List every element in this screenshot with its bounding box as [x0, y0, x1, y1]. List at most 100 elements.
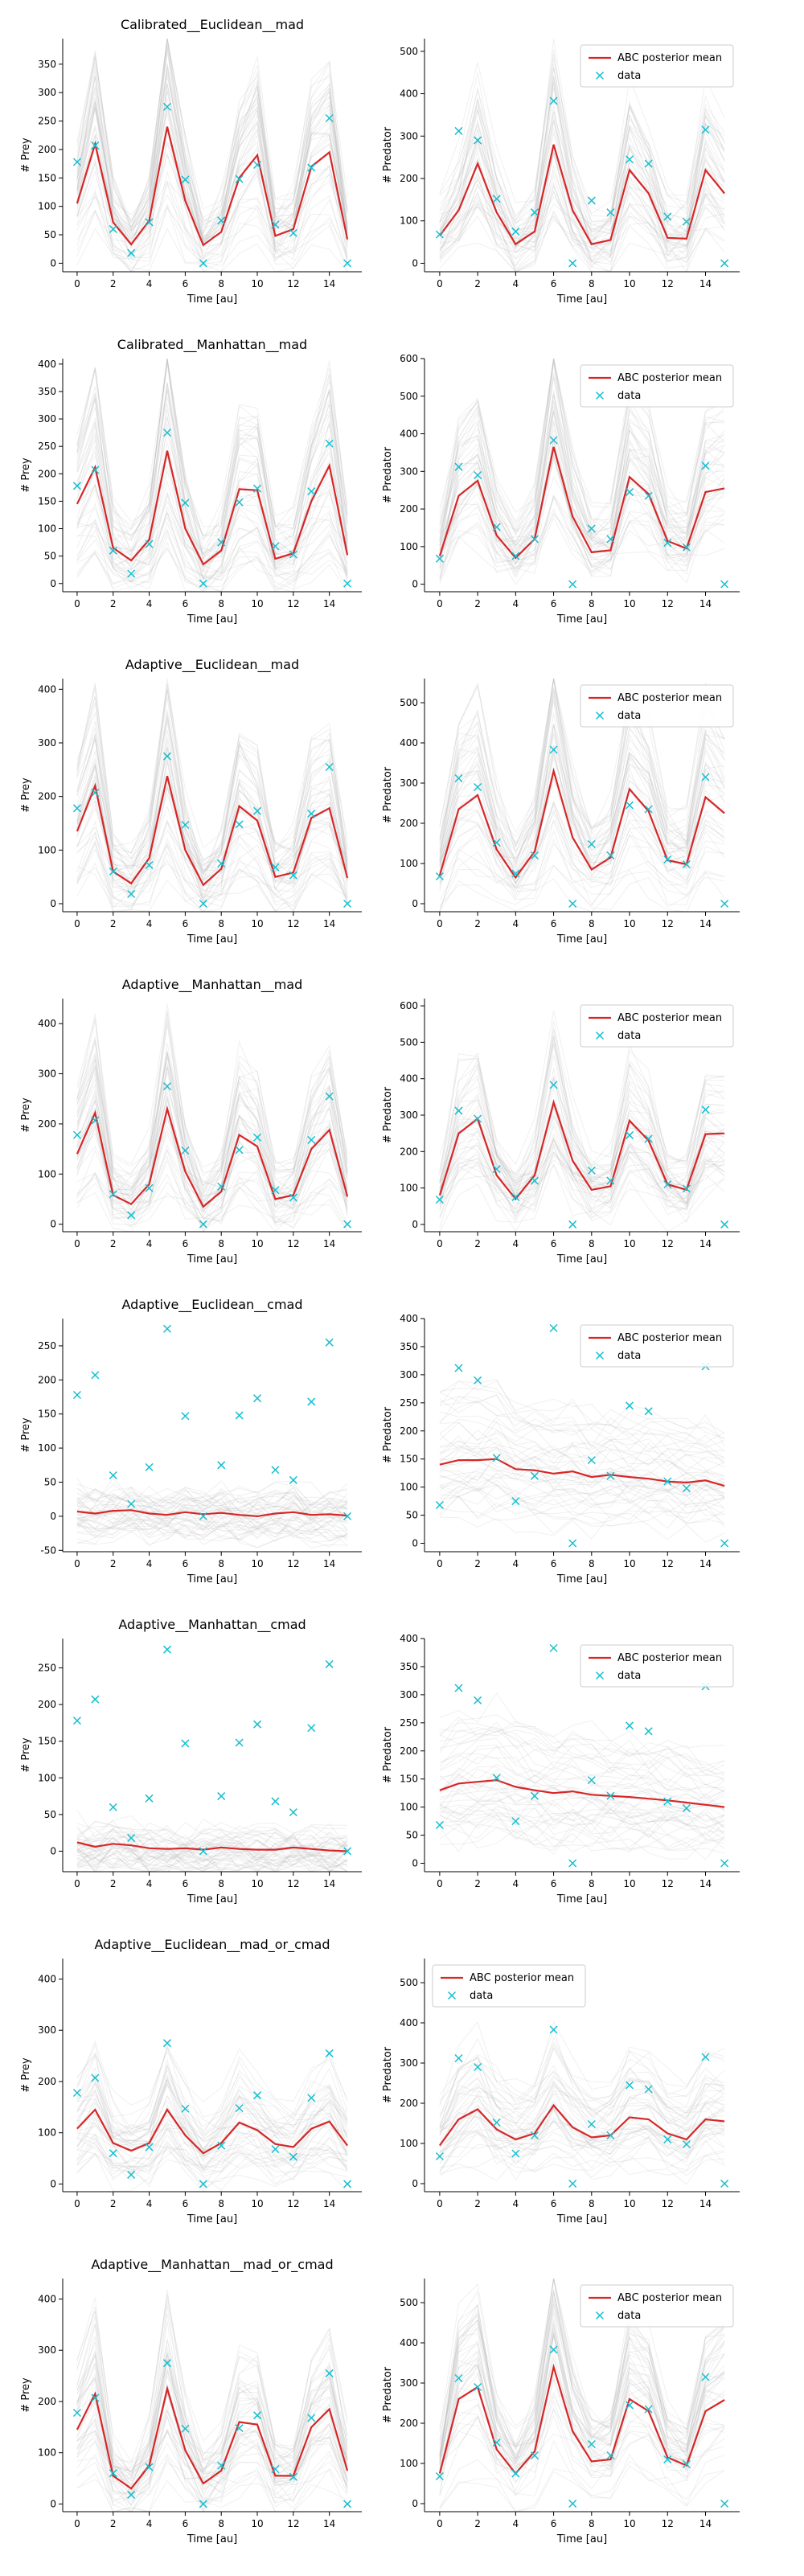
x-tick-label: 8 — [218, 1238, 224, 1249]
data-point — [474, 1696, 482, 1704]
posterior-sample-line — [439, 1745, 725, 1793]
data-marker-stroke — [644, 1134, 653, 1143]
data-point — [606, 1471, 615, 1480]
posterior-sample-line — [76, 1503, 348, 1531]
posterior-sample-line — [439, 1145, 725, 1221]
posterior-sample-line — [439, 1803, 725, 1844]
data-point — [682, 217, 691, 226]
x-axis-label: Time [au] — [556, 933, 607, 945]
posterior-sample-line — [76, 403, 348, 580]
posterior-sample-line — [76, 1848, 348, 1872]
y-tick-label: 400 — [38, 1018, 56, 1029]
posterior-sample-line — [439, 843, 725, 900]
data-point — [435, 1820, 444, 1830]
posterior-sample-line — [439, 400, 725, 556]
posterior-sample-line — [76, 718, 348, 876]
posterior-sample-line — [76, 716, 348, 871]
y-tick-label: 0 — [50, 898, 56, 909]
posterior-sample-line — [439, 495, 725, 570]
posterior-sample-line — [76, 46, 348, 228]
data-marker-stroke — [568, 899, 577, 909]
data-marker-stroke — [663, 1180, 672, 1189]
posterior-mean-line — [438, 446, 725, 560]
posterior-sample-line — [439, 2355, 725, 2471]
posterior-sample-line — [439, 1487, 725, 1520]
y-axis-label: # Predator — [382, 2046, 394, 2103]
x-tick-label: 0 — [437, 918, 443, 929]
posterior-sample-line — [439, 1753, 725, 1796]
posterior-sample-line — [76, 1486, 348, 1515]
posterior-sample-line — [76, 2054, 348, 2153]
posterior-sample-line — [76, 1072, 348, 1201]
data-marker-stroke — [325, 1338, 334, 1347]
data-point — [663, 855, 672, 864]
x-tick-label: 10 — [251, 2518, 263, 2529]
posterior-sample-line — [439, 150, 725, 271]
posterior-sample-line — [76, 1846, 348, 1873]
posterior-sample-line — [76, 1477, 348, 1505]
posterior-sample-line — [76, 2354, 348, 2487]
data-marker-stroke — [606, 1176, 615, 1185]
data-marker-stroke — [626, 488, 634, 497]
x-tick-label: 4 — [146, 2198, 153, 2209]
posterior-sample-line — [76, 1827, 348, 1853]
posterior-sample-line — [439, 454, 725, 554]
x-tick-label: 10 — [623, 278, 635, 289]
posterior-sample-line — [439, 2465, 725, 2512]
posterior-sample-line — [76, 396, 348, 542]
data-marker-stroke — [720, 580, 729, 589]
data-marker-stroke — [663, 539, 672, 548]
posterior-sample-line — [439, 2136, 725, 2181]
data-marker-stroke — [162, 102, 172, 111]
posterior-sample-line — [76, 2101, 348, 2150]
posterior-sample-line — [439, 1388, 725, 1446]
data-marker-stroke — [549, 1643, 558, 1652]
posterior-sample-line — [439, 1036, 725, 1196]
data-marker-stroke — [181, 2424, 190, 2433]
posterior-sample-line — [439, 2278, 725, 2472]
data-point — [217, 538, 226, 547]
y-tick-label: 0 — [50, 2178, 56, 2189]
data-marker-stroke — [252, 1394, 262, 1403]
data-point — [626, 801, 634, 810]
x-tick-label: 4 — [513, 598, 519, 609]
posterior-sample-line — [76, 1052, 348, 1206]
posterior-sample-line — [439, 1766, 725, 1817]
data-marker-stroke — [252, 1133, 262, 1142]
posterior-sample-line — [76, 1840, 348, 1867]
posterior-sample-line — [76, 2074, 348, 2139]
posterior-sample-line — [76, 1854, 348, 1873]
data-point — [343, 1220, 352, 1229]
data-point — [626, 2401, 634, 2410]
data-marker-stroke — [181, 175, 190, 184]
data-point — [181, 1412, 190, 1421]
data-marker-stroke — [325, 439, 334, 448]
posterior-sample-line — [439, 1803, 725, 1836]
y-axis-label: # Prey — [20, 1097, 32, 1133]
y-tick-label: 200 — [38, 1374, 56, 1385]
data-point — [199, 1847, 207, 1856]
posterior-sample-line — [76, 2099, 348, 2139]
legend-data-label: data — [470, 1990, 493, 2002]
posterior-sample-line — [76, 1495, 348, 1528]
data-marker-stroke — [235, 1146, 244, 1155]
x-tick-label: 8 — [218, 278, 224, 289]
data-point — [217, 859, 226, 868]
data-point — [701, 2053, 710, 2061]
data-marker-stroke — [307, 1724, 316, 1733]
x-tick-label: 12 — [287, 2198, 299, 2209]
data-marker-stroke — [549, 1081, 558, 1089]
posterior-sample-line — [76, 2370, 348, 2470]
data-marker-stroke — [644, 2085, 653, 2094]
data-marker-stroke — [343, 1512, 352, 1520]
posterior-mean-line — [439, 144, 725, 246]
data-point — [454, 462, 463, 471]
data-point — [454, 773, 463, 783]
posterior-sample-line — [439, 1136, 725, 1214]
y-tick-label: 350 — [400, 1661, 418, 1672]
posterior-sample-line — [76, 1108, 348, 1229]
data-point — [530, 2451, 539, 2460]
y-tick-label: 250 — [38, 116, 56, 127]
x-tick-label: 2 — [110, 1878, 117, 1889]
posterior-sample-line — [76, 783, 348, 879]
